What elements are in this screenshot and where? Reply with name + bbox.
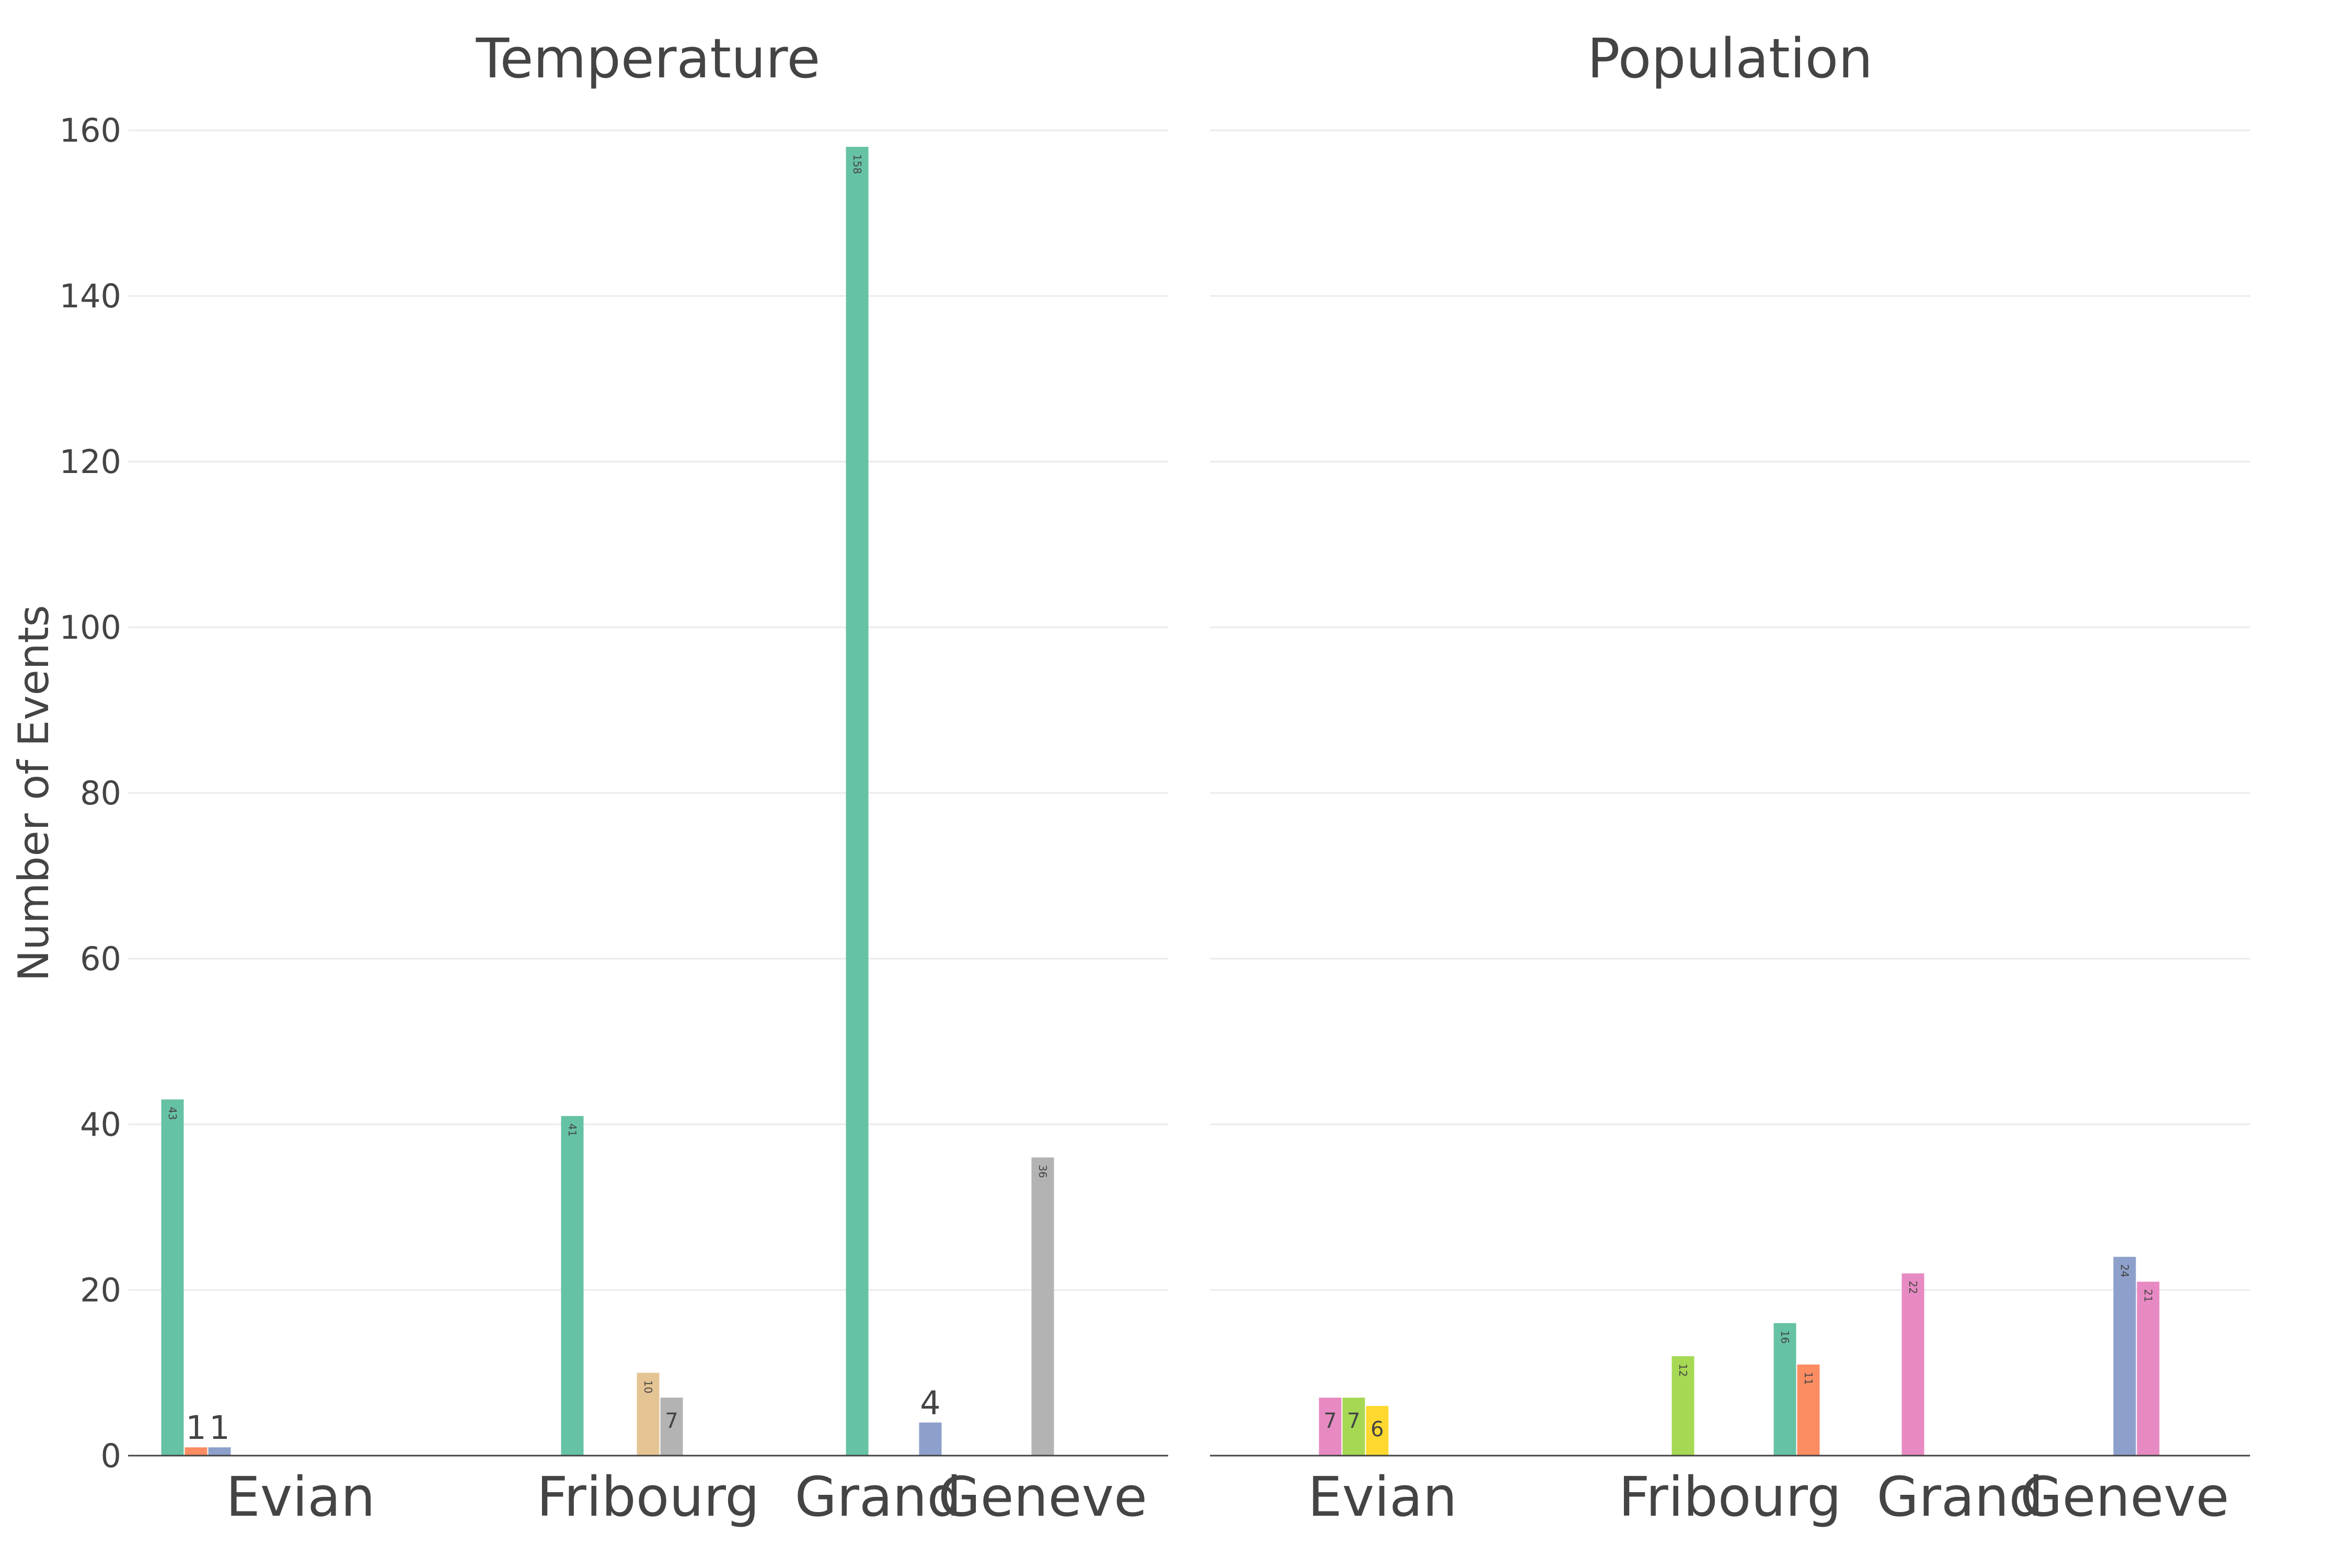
bar	[919, 1422, 942, 1456]
bar	[1901, 1273, 1924, 1456]
bar-value-label: 43	[166, 1107, 179, 1120]
bar	[208, 1447, 231, 1456]
bar	[185, 1447, 207, 1456]
bar	[637, 1373, 660, 1456]
y-tick-label: 20	[80, 1271, 121, 1309]
y-tick-label: 120	[60, 443, 121, 481]
bar	[1671, 1356, 1694, 1456]
y-tick-label: 100	[60, 608, 121, 647]
x-tick-label: Evian	[226, 1465, 375, 1529]
bar-value-label: 11	[1802, 1372, 1815, 1385]
chart-root: Number of Events 0 20 40 60 80 100 120 140 160 Tem…	[9, 27, 2250, 1529]
panel-title: Temperature	[476, 27, 821, 90]
bar-value-label: 24	[2118, 1264, 2131, 1277]
bar-value-label: 7	[1347, 1409, 1360, 1433]
bar	[1319, 1398, 1342, 1456]
bar-value-label: 4	[920, 1384, 940, 1422]
x-tick-label: Fribourg	[1619, 1465, 1841, 1529]
y-tick-label: 0	[101, 1437, 121, 1475]
y-tick-label: 80	[80, 774, 121, 812]
bar	[561, 1116, 584, 1456]
y-tick-label: 60	[80, 940, 121, 978]
y-axis-label: Number of Events	[9, 605, 58, 981]
bar	[2113, 1256, 2136, 1456]
bar	[1797, 1364, 1820, 1456]
x-tick-label: Grand	[1876, 1465, 2043, 1529]
y-tick-label: 40	[80, 1105, 121, 1144]
x-tick-label: Geneve	[2020, 1465, 2229, 1529]
bar-value-label: 16	[1779, 1330, 1791, 1343]
x-tick-label: Evian	[1308, 1465, 1457, 1529]
bar	[161, 1099, 184, 1456]
bar	[846, 146, 869, 1456]
bar-value-label: 10	[642, 1380, 654, 1393]
bar-value-label: 21	[2142, 1289, 2154, 1302]
bar-value-label: 12	[1677, 1364, 1689, 1377]
x-tick-label: Fribourg	[537, 1465, 759, 1529]
panel-temperature: 0 20 40 60 80 100 120 140 160 Temperature 43 1 1 41 10…	[60, 27, 1168, 1529]
bar	[660, 1398, 683, 1456]
bar-value-label: 7	[1323, 1409, 1336, 1433]
y-tick-label: 140	[60, 277, 121, 315]
bar-value-label: 22	[1907, 1281, 1919, 1294]
x-tick-label: Geneve	[938, 1465, 1147, 1529]
x-tick-label: Grand	[794, 1465, 961, 1529]
bar-value-label: 6	[1370, 1417, 1383, 1442]
bar	[1342, 1398, 1365, 1456]
bar-value-label: 1	[186, 1409, 206, 1447]
bar-value-label: 36	[1036, 1165, 1049, 1178]
bar-value-label: 158	[851, 154, 863, 174]
bar-value-label: 41	[566, 1123, 579, 1136]
bar	[1773, 1323, 1796, 1456]
bar-value-label: 7	[665, 1409, 678, 1433]
bar-value-label: 1	[209, 1409, 229, 1447]
y-tick-label: 160	[60, 111, 121, 149]
bar	[1031, 1157, 1054, 1456]
panel-title: Population	[1587, 27, 1873, 90]
bar	[2137, 1282, 2160, 1456]
bar	[1366, 1405, 1389, 1456]
